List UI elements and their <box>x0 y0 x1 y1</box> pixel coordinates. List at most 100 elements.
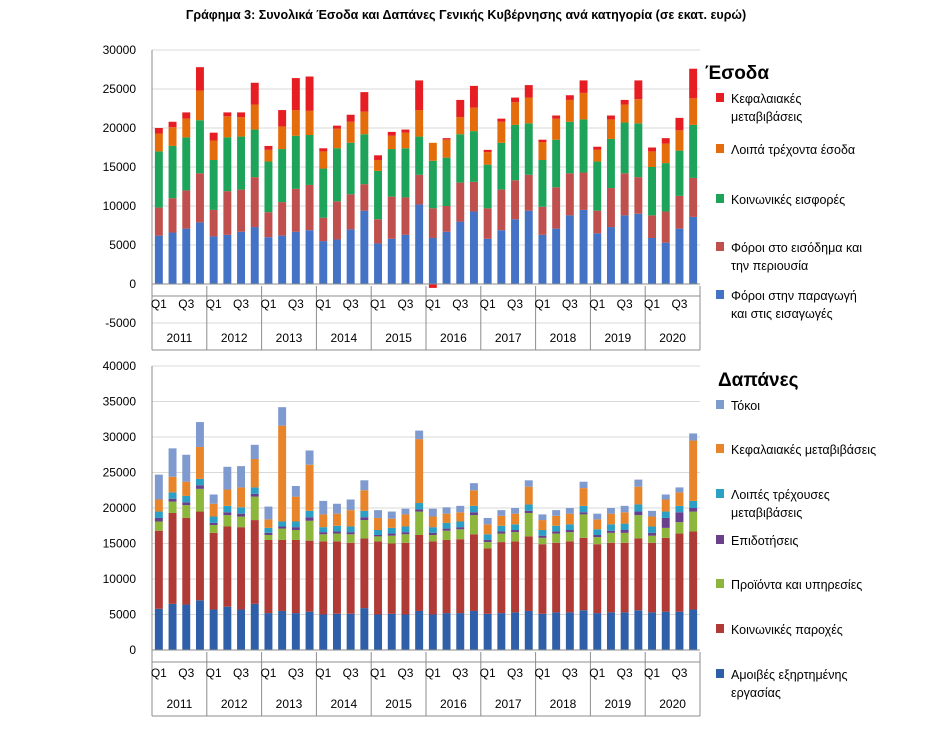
bar-segment <box>374 517 383 531</box>
bar-segment <box>497 189 506 231</box>
bar-segment <box>291 231 300 284</box>
quarter-label: Q3 <box>288 666 304 680</box>
bar-segment <box>374 541 383 615</box>
bar-segment <box>401 526 410 533</box>
bar-segment <box>209 522 218 526</box>
bar-segment <box>483 164 492 209</box>
quarter-label: Q1 <box>370 666 386 680</box>
bar-segment <box>606 138 615 189</box>
legend-swatch <box>716 93 724 102</box>
bar-segment <box>442 157 451 206</box>
bar-segment <box>648 151 657 167</box>
bar-segment <box>511 97 520 103</box>
bar-segment <box>387 613 396 650</box>
bar-segment <box>182 118 191 138</box>
bar-segment <box>538 613 547 650</box>
bar-segment <box>675 195 684 229</box>
bar-segment <box>538 544 547 614</box>
quarter-label: Q1 <box>534 297 550 311</box>
bar-segment <box>552 542 561 613</box>
bar-segment <box>401 129 410 133</box>
bar-segment <box>524 486 533 505</box>
bar-segment <box>305 76 314 111</box>
bar-segment <box>415 439 424 504</box>
bar-segment <box>579 610 588 650</box>
bar-segment <box>182 190 191 229</box>
bar-segment <box>524 174 533 211</box>
bar-segment <box>442 138 451 140</box>
bar-segment <box>524 512 533 537</box>
bar-segment <box>483 517 492 525</box>
bar-segment <box>374 155 383 160</box>
bar-segment <box>319 217 328 242</box>
bar-segment <box>319 541 328 615</box>
legend-label: Τόκοι <box>731 399 760 413</box>
bar-segment <box>689 508 698 512</box>
bar-segment <box>469 131 478 182</box>
bar-segment <box>456 613 465 650</box>
legend-title: Δαπάνες <box>718 370 799 391</box>
bar-segment <box>154 517 163 522</box>
bar-segment <box>195 173 204 223</box>
bar-segment <box>374 614 383 650</box>
bar-segment <box>593 161 602 211</box>
bar-segment <box>168 145 177 199</box>
bar-segment <box>456 182 465 222</box>
bar-segment <box>675 130 684 151</box>
bar-segment <box>319 241 328 284</box>
bar-segment <box>223 606 232 650</box>
bar-segment <box>305 540 314 612</box>
bar-segment <box>497 121 506 143</box>
bar-segment <box>634 177 643 214</box>
bar-segment <box>428 208 437 238</box>
bar-segment <box>319 614 328 650</box>
bar-segment <box>387 543 396 614</box>
bar-segment <box>223 489 232 506</box>
bar-segment <box>620 530 629 533</box>
quarter-label: Q3 <box>288 297 304 311</box>
bar-segment <box>483 149 492 153</box>
bar-segment <box>552 187 561 229</box>
bar-segment <box>415 610 424 650</box>
bar-segment <box>168 501 177 513</box>
year-label: 2013 <box>276 331 303 345</box>
quarter-label: Q1 <box>206 297 222 311</box>
bar-segment <box>552 612 561 650</box>
bar-segment <box>620 505 629 513</box>
bar-segment <box>565 530 574 533</box>
bar-segment <box>456 521 465 528</box>
quarter-label: Q1 <box>589 666 605 680</box>
bar-segment <box>168 127 177 146</box>
bar-segment <box>675 522 684 534</box>
bar-segment <box>209 503 218 517</box>
bar-segment <box>442 139 451 158</box>
bar-segment <box>689 177 698 217</box>
bar-segment <box>524 480 533 487</box>
bar-segment <box>415 174 424 205</box>
bar-segment <box>401 197 410 235</box>
quarter-label: Q3 <box>178 666 194 680</box>
bar-segment <box>209 609 218 650</box>
bar-segment <box>497 230 506 284</box>
bar-segment <box>565 173 574 216</box>
quarter-label: Q3 <box>233 297 249 311</box>
bar-segment <box>182 481 191 496</box>
bar-segment <box>237 516 246 528</box>
bar-segment <box>442 513 451 523</box>
bar-segment <box>237 112 246 118</box>
bar-segment <box>483 534 492 540</box>
quarter-label: Q3 <box>397 297 413 311</box>
bar-segment <box>182 502 191 506</box>
bar-segment <box>305 510 314 518</box>
legend-swatch <box>716 242 724 251</box>
bar-segment <box>497 525 506 532</box>
bar-segment <box>552 525 561 532</box>
bar-segment <box>442 613 451 650</box>
bar-segment <box>415 136 424 175</box>
year-label: 2011 <box>166 697 192 711</box>
bar-segment <box>346 510 355 527</box>
bar-segment <box>606 524 615 531</box>
bar-segment <box>250 177 259 228</box>
bar-segment <box>278 528 287 540</box>
